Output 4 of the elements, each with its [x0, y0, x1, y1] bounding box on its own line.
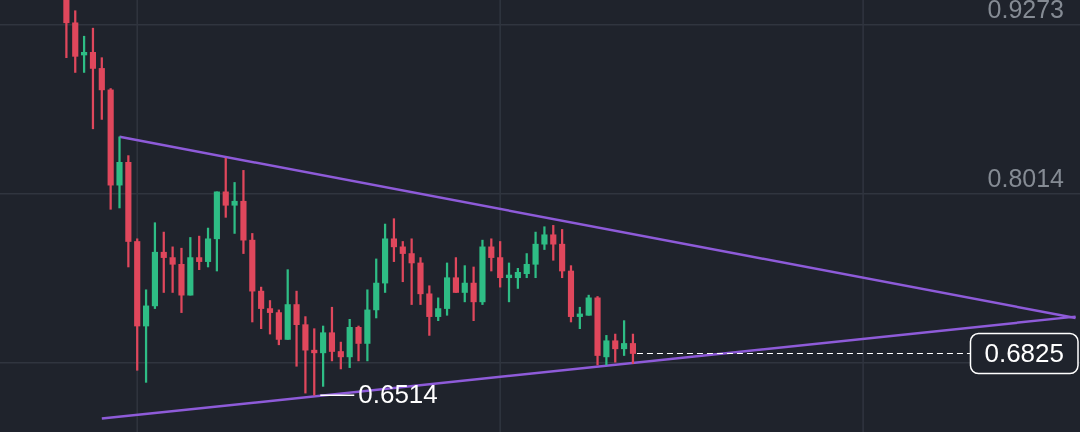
y-tick-label: 0.8014	[987, 163, 1065, 192]
y-tick-label: 0.9273	[987, 0, 1064, 23]
annotation: 0.6514	[358, 379, 438, 410]
ref-line-label: 0.6825	[984, 337, 1064, 368]
